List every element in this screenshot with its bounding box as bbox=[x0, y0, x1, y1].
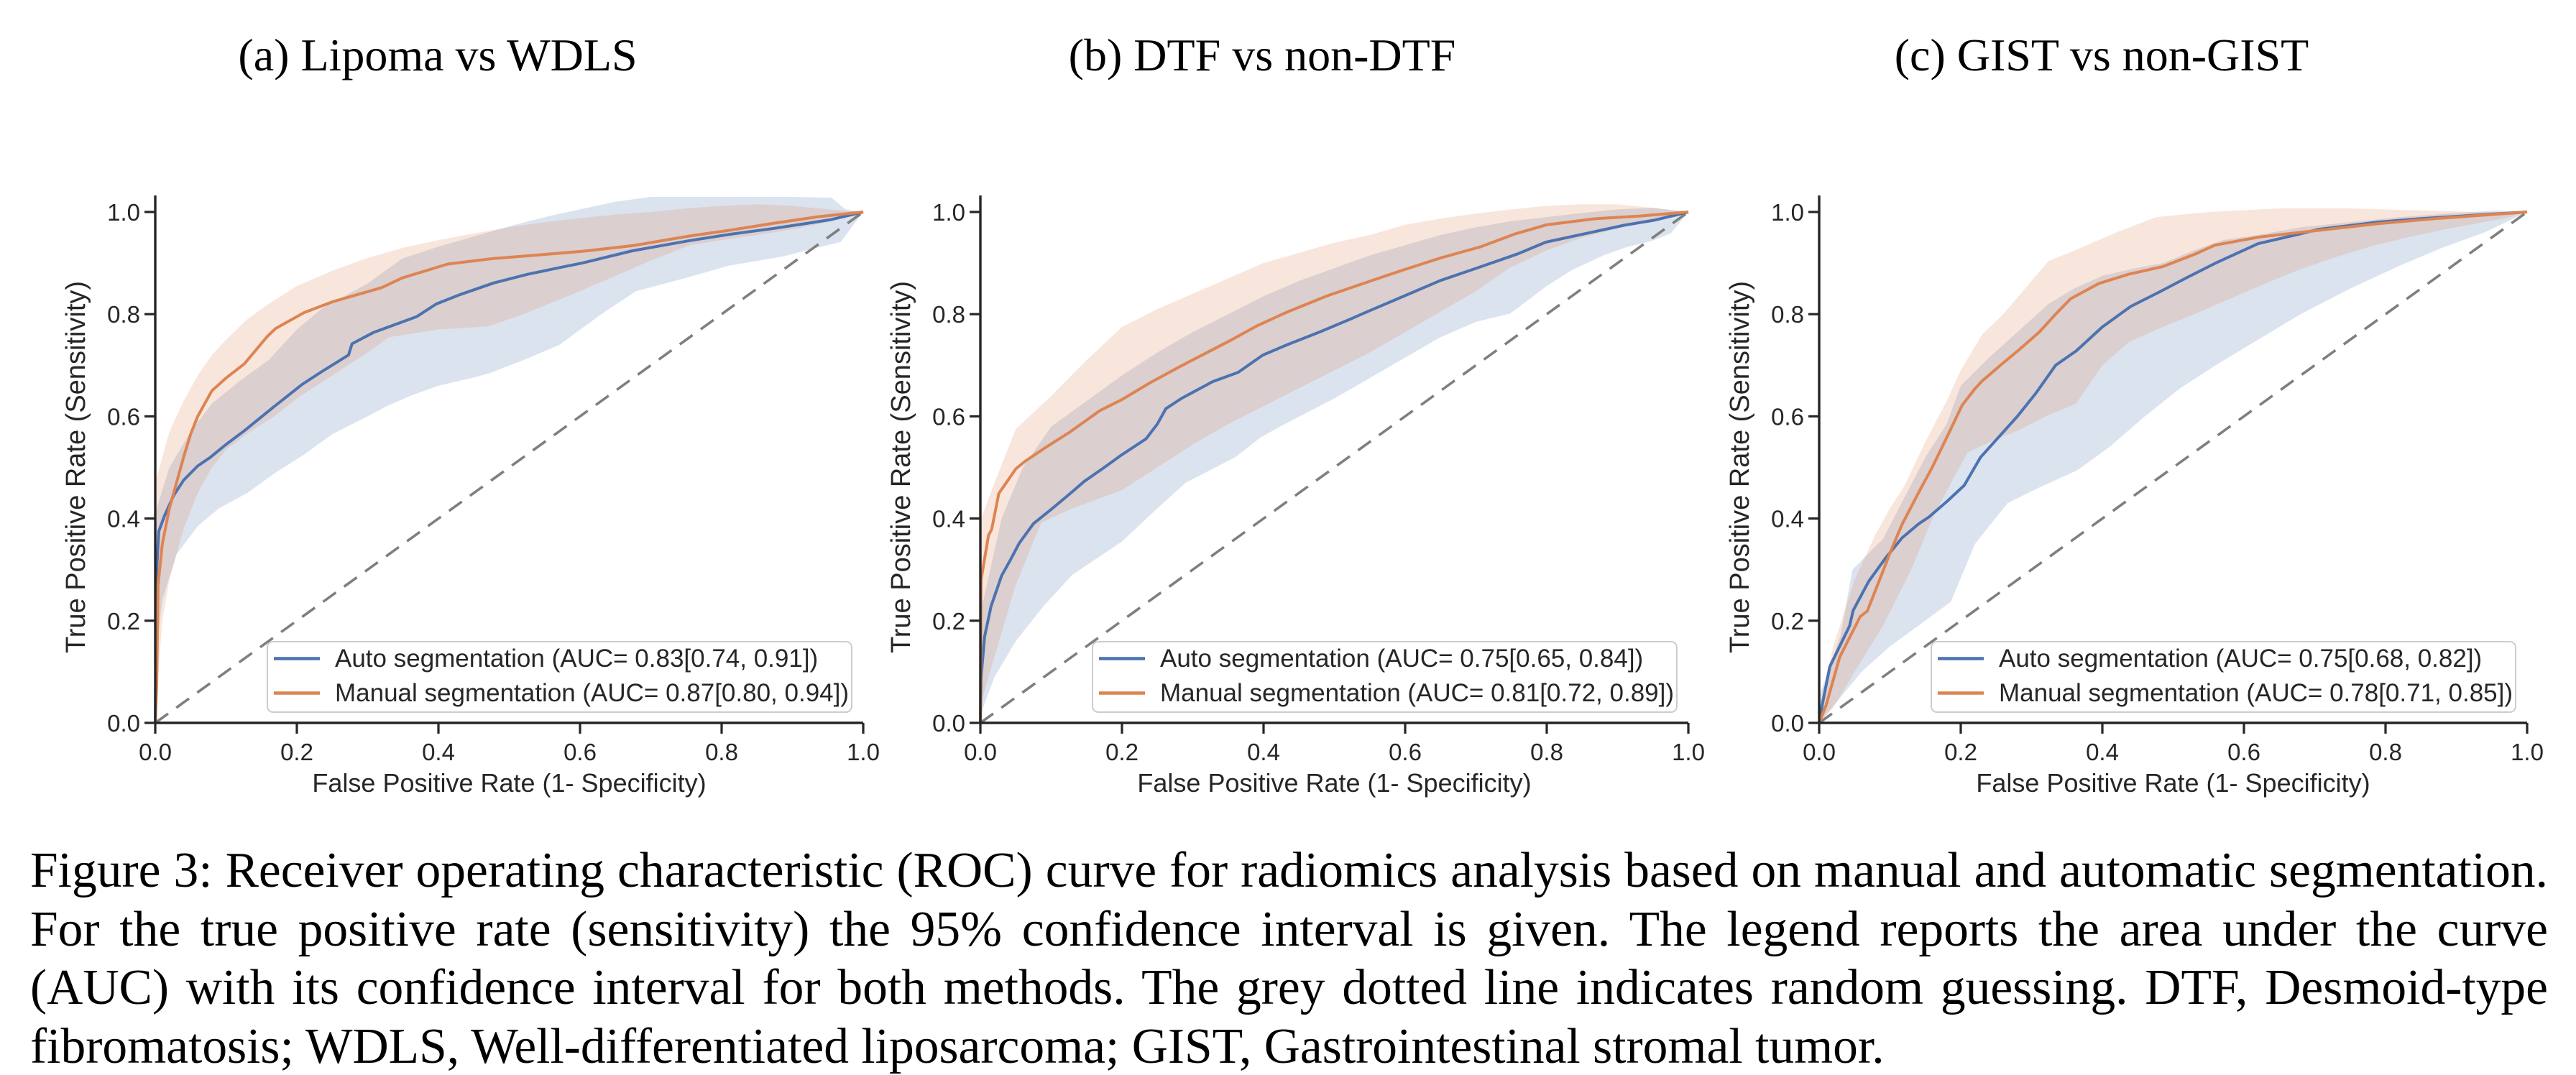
svg-text:1.0: 1.0 bbox=[847, 739, 880, 765]
svg-text:Auto segmentation (AUC= 0.75[0: Auto segmentation (AUC= 0.75[0.68, 0.82]… bbox=[1999, 645, 2482, 673]
svg-text:Manual segmentation (AUC= 0.78: Manual segmentation (AUC= 0.78[0.71, 0.8… bbox=[1999, 679, 2513, 707]
svg-text:0.8: 0.8 bbox=[2369, 739, 2402, 765]
svg-text:0.8: 0.8 bbox=[1771, 301, 1804, 328]
svg-text:0.2: 0.2 bbox=[280, 739, 313, 765]
svg-text:0.0: 0.0 bbox=[964, 739, 997, 765]
svg-text:0.0: 0.0 bbox=[932, 710, 965, 737]
svg-text:1.0: 1.0 bbox=[107, 199, 140, 226]
svg-text:0.0: 0.0 bbox=[107, 710, 140, 737]
svg-text:0.2: 0.2 bbox=[1771, 608, 1804, 635]
svg-text:False Positive Rate (1- Specif: False Positive Rate (1- Specificity) bbox=[312, 768, 706, 798]
svg-text:True Positive Rate (Sensitivit: True Positive Rate (Sensitivity) bbox=[886, 281, 916, 653]
svg-text:0.6: 0.6 bbox=[107, 403, 140, 430]
svg-text:0.4: 0.4 bbox=[1247, 739, 1280, 765]
svg-text:1.0: 1.0 bbox=[2511, 739, 2544, 765]
svg-text:0.6: 0.6 bbox=[1389, 739, 1422, 765]
svg-text:Manual segmentation (AUC= 0.87: Manual segmentation (AUC= 0.87[0.80, 0.9… bbox=[335, 679, 849, 707]
svg-text:0.4: 0.4 bbox=[932, 506, 965, 532]
svg-text:0.0: 0.0 bbox=[139, 739, 172, 765]
svg-text:0.6: 0.6 bbox=[2227, 739, 2260, 765]
svg-text:0.2: 0.2 bbox=[1105, 739, 1138, 765]
svg-text:0.2: 0.2 bbox=[1944, 739, 1977, 765]
svg-text:Manual segmentation (AUC= 0.81: Manual segmentation (AUC= 0.81[0.72, 0.8… bbox=[1160, 679, 1674, 707]
svg-text:0.4: 0.4 bbox=[1771, 506, 1804, 532]
svg-text:0.6: 0.6 bbox=[1771, 403, 1804, 430]
svg-text:0.4: 0.4 bbox=[422, 739, 455, 765]
svg-text:False Positive Rate (1- Specif: False Positive Rate (1- Specificity) bbox=[1137, 768, 1531, 798]
svg-text:0.8: 0.8 bbox=[107, 301, 140, 328]
svg-text:0.2: 0.2 bbox=[932, 608, 965, 635]
svg-text:0.8: 0.8 bbox=[705, 739, 738, 765]
svg-text:1.0: 1.0 bbox=[932, 199, 965, 226]
svg-text:0.0: 0.0 bbox=[1803, 739, 1836, 765]
svg-text:0.4: 0.4 bbox=[2086, 739, 2119, 765]
svg-text:1.0: 1.0 bbox=[1672, 739, 1705, 765]
svg-text:Auto segmentation (AUC= 0.75[0: Auto segmentation (AUC= 0.75[0.65, 0.84]… bbox=[1160, 645, 1643, 673]
svg-text:0.0: 0.0 bbox=[1771, 710, 1804, 737]
svg-text:Auto segmentation (AUC= 0.83[0: Auto segmentation (AUC= 0.83[0.74, 0.91]… bbox=[335, 645, 818, 673]
svg-text:True Positive Rate (Sensitivit: True Positive Rate (Sensitivity) bbox=[61, 281, 91, 653]
svg-text:0.2: 0.2 bbox=[107, 608, 140, 635]
svg-text:0.6: 0.6 bbox=[932, 403, 965, 430]
svg-text:0.8: 0.8 bbox=[1530, 739, 1563, 765]
svg-text:True Positive Rate (Sensitivit: True Positive Rate (Sensitivity) bbox=[1725, 281, 1755, 653]
svg-text:False Positive Rate (1- Specif: False Positive Rate (1- Specificity) bbox=[1976, 768, 2370, 798]
svg-text:0.4: 0.4 bbox=[107, 506, 140, 532]
svg-text:0.8: 0.8 bbox=[932, 301, 965, 328]
svg-text:1.0: 1.0 bbox=[1771, 199, 1804, 226]
svg-text:0.6: 0.6 bbox=[564, 739, 597, 765]
